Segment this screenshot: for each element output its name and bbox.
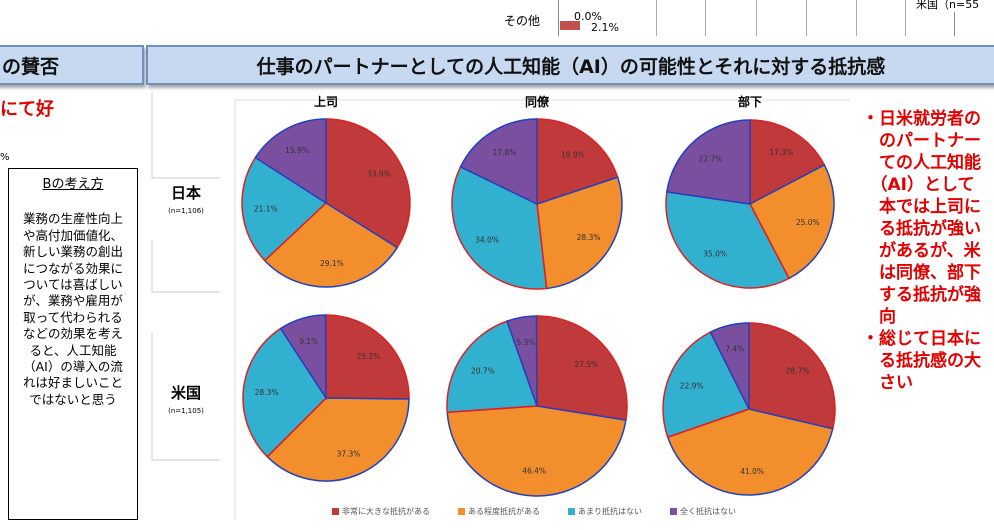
- slice-label: 28.7%: [786, 367, 810, 376]
- slice-label: 17.8%: [493, 148, 517, 157]
- pie-slice: [254, 118, 327, 205]
- pie-slice: [263, 202, 399, 288]
- slice-label: 19.9%: [561, 150, 585, 159]
- legend-label: ある程度抵抗がある: [468, 507, 540, 516]
- slice-label: 37.3%: [337, 449, 361, 458]
- slice-label: 25.2%: [357, 352, 381, 361]
- pie-slice: [749, 119, 826, 206]
- axis-line: [558, 0, 559, 36]
- slice-label: 17.3%: [769, 148, 793, 157]
- slice-label: 15.9%: [285, 146, 309, 155]
- slice-label: 22.9%: [680, 382, 704, 391]
- slice-label: 20.7%: [471, 366, 495, 375]
- top-chart-fragment: その他 0.0% 2.1% 米国（n=55: [0, 0, 994, 38]
- left-red-text: にて好: [0, 99, 54, 120]
- legend-item: ある程度抵抗がある: [458, 506, 540, 517]
- summary-text: ・日米就労者の のパートナー ての人工知能 （AI）として 本では上司に る抵抗…: [862, 109, 981, 393]
- main-header: 仕事のパートナーとしての人工知能（AI）の可能性とそれに対する抵抗感: [146, 45, 994, 85]
- pie-slice: [666, 119, 751, 205]
- slice-label: 21.1%: [254, 205, 278, 214]
- slice-label: 22.7%: [699, 154, 723, 163]
- bar-value-b: 2.1%: [591, 21, 619, 34]
- pie-slice: [709, 322, 750, 410]
- legend-label: あまり抵抗はない: [578, 507, 642, 516]
- pie-slice: [459, 118, 538, 206]
- slice-label: 28.3%: [255, 388, 279, 397]
- pie-slice: [662, 331, 751, 439]
- frame-lines: [151, 92, 220, 461]
- row-n: (n=1,106): [168, 207, 204, 215]
- pie-slice: [279, 314, 327, 401]
- column-header: 同僚: [525, 94, 550, 109]
- slice-label: 25.0%: [796, 218, 820, 227]
- pie-slice: [666, 408, 834, 496]
- b-opinion-box: Bの考え方 業務の生産性向上や高付加価値化、新しい業務の創出につながる効果につい…: [8, 168, 138, 520]
- slice-label: 27.5%: [574, 360, 598, 369]
- bar: [560, 21, 580, 30]
- legend-swatch: [670, 508, 677, 515]
- slice-label: 35.0%: [703, 249, 727, 258]
- pie-slice: [325, 314, 410, 400]
- pie-slice: [536, 315, 628, 421]
- slice-label: 29.1%: [320, 259, 344, 268]
- legend-swatch: [568, 508, 575, 515]
- pie-slice: [748, 163, 835, 280]
- legend-label: 非常に大きな抵抗がある: [342, 507, 430, 516]
- legend-fragment: 米国（n=55: [916, 0, 980, 11]
- pie-slice: [536, 176, 623, 290]
- slice-label: 5.3%: [516, 338, 535, 347]
- row-label: 米国: [171, 384, 201, 402]
- legend-swatch: [332, 508, 339, 515]
- b-box-title: Bの考え方: [42, 177, 104, 192]
- category-label: その他: [504, 14, 541, 28]
- b-box-body: 業務の生産性向上や高付加価値化、新しい業務の創出につながる効果については喜ばしい…: [22, 211, 123, 407]
- slice-label: 41.0%: [740, 467, 764, 476]
- pie-slice: [536, 118, 619, 206]
- legend-swatch: [458, 508, 465, 515]
- pie-slice: [446, 405, 627, 497]
- slice-label: 34.0%: [475, 235, 499, 244]
- column-header: 部下: [738, 94, 762, 109]
- legend-label: 全く抵抗はない: [680, 507, 736, 516]
- pie-slice: [506, 315, 538, 407]
- pie-slice: [748, 322, 836, 430]
- bar-value-a: 0.0%: [574, 10, 602, 23]
- legend-item: 全く抵抗はない: [670, 506, 736, 517]
- slice-label: 28.3%: [577, 233, 601, 242]
- left-percent: %: [0, 152, 10, 163]
- pie-slice: [242, 327, 327, 458]
- slice-label: 7.4%: [725, 345, 744, 354]
- legend-item: あまり抵抗はない: [568, 506, 642, 517]
- slice-label: 33.9%: [367, 170, 391, 179]
- left-header: の賛否: [0, 45, 144, 85]
- pie-slice: [241, 156, 328, 262]
- column-header: 上司: [314, 94, 338, 109]
- pie-slice: [665, 191, 791, 289]
- legend-item: 非常に大きな抵抗がある: [332, 506, 430, 517]
- row-n: (n=1,105): [168, 407, 204, 415]
- pie-slice: [266, 397, 410, 482]
- legend: 非常に大きな抵抗がある ある程度抵抗がある あまり抵抗はない 全く抵抗はない: [332, 506, 736, 517]
- slice-label: 46.4%: [522, 467, 546, 476]
- row-label: 日本: [171, 184, 201, 202]
- slice-label: 9.1%: [299, 337, 318, 346]
